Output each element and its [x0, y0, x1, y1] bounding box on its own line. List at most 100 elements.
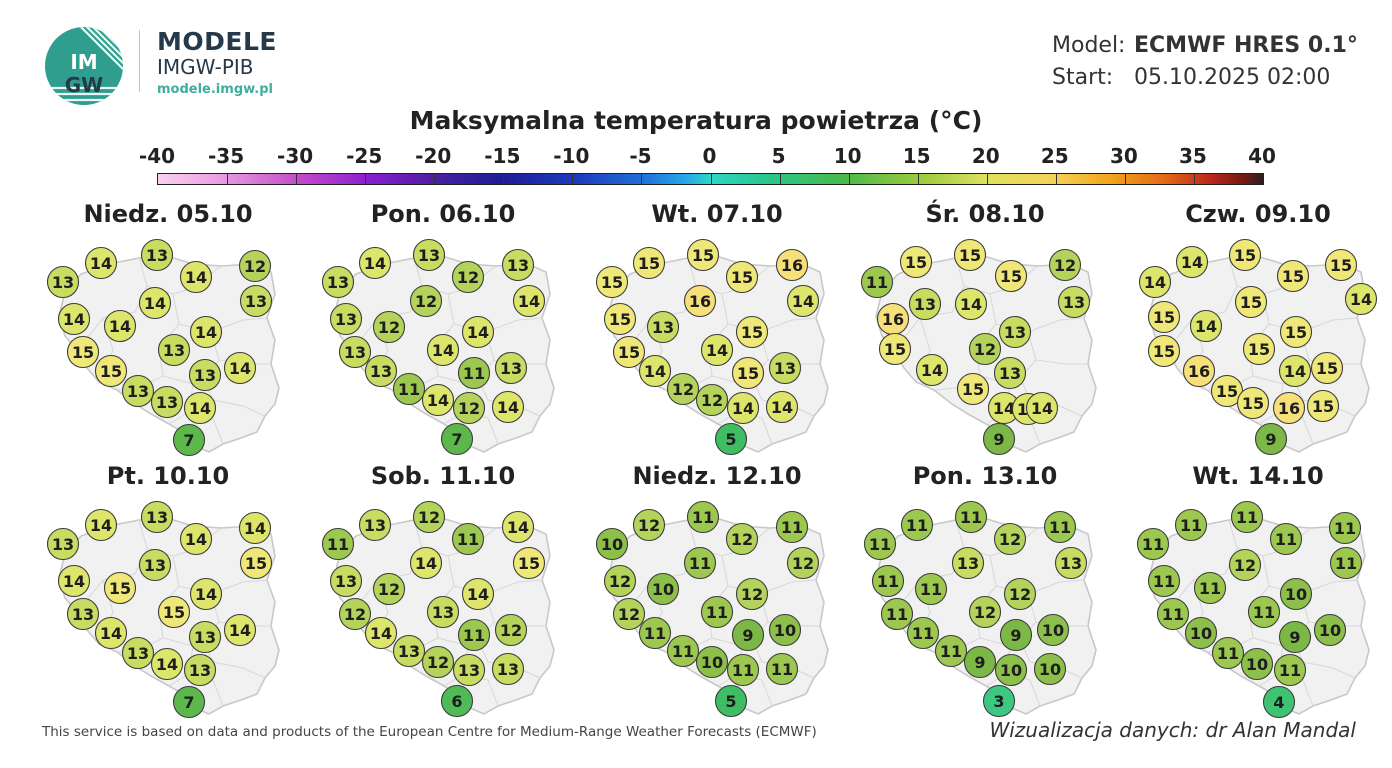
temperature-value: 12	[458, 399, 480, 418]
temperature-circle	[666, 372, 700, 406]
temperature-value: 14	[100, 624, 122, 643]
colorbar-tick	[848, 174, 850, 184]
temperature-value: 14	[792, 292, 814, 311]
temperature-value: 11	[1162, 605, 1184, 624]
temperature-value: 16	[781, 256, 803, 275]
temperature-value: 12	[974, 603, 996, 622]
temperature-circle	[412, 500, 446, 534]
colorbar-tick	[1124, 174, 1126, 184]
temperature-circle	[364, 616, 398, 650]
colorbar-tick-label: 35	[1179, 144, 1207, 168]
temperature-value: 14	[415, 554, 437, 573]
temperature-value: 15	[518, 554, 540, 573]
temperature-circle	[501, 510, 535, 544]
temperature-value: 11	[457, 530, 479, 549]
temperature-marker: 12	[603, 564, 637, 598]
temperature-marker: 11	[1043, 510, 1077, 544]
province-border	[1035, 359, 1088, 365]
temperature-circle	[775, 248, 809, 282]
temperature-value: 11	[1275, 530, 1297, 549]
temperature-value: 11	[1335, 554, 1357, 573]
temperature-circle	[188, 358, 222, 392]
temperature-circle	[1254, 422, 1288, 456]
temperature-value: 4	[1273, 693, 1284, 712]
forecast-panel: Niedz. 05.10 14 13 13 14 12 14 13 14 14 14 15 13 15 13…	[43, 200, 293, 460]
temperature-marker: 15	[239, 546, 273, 580]
temperature-circle	[1054, 546, 1088, 580]
temperature-value: 14	[229, 621, 251, 640]
temperature-circle	[512, 546, 546, 580]
temperature-circle	[66, 597, 100, 631]
temperature-value: 11	[732, 661, 754, 680]
temperature-value: 15	[1153, 342, 1175, 361]
temperature-marker: 11	[934, 634, 968, 668]
temperature-value: 15	[638, 254, 660, 273]
temperature-marker: 11	[1136, 527, 1170, 561]
temperature-marker: 14	[57, 564, 91, 598]
temperature-value: 10	[1246, 655, 1268, 674]
temperature-marker: 14	[1344, 282, 1378, 316]
temperature-value: 15	[1312, 397, 1334, 416]
temperature-circle	[172, 423, 206, 457]
temperature-marker: 14	[150, 647, 184, 681]
temperature-circle	[1240, 647, 1274, 681]
temperature-circle	[1211, 636, 1245, 670]
colorbar-tick-label: -20	[415, 144, 452, 168]
temperature-marker: 13	[66, 597, 100, 631]
temperature-circle	[138, 548, 172, 582]
panel-date: Niedz. 12.10	[632, 462, 802, 490]
temperature-value: 13	[507, 256, 529, 275]
temperature-value: 14	[195, 585, 217, 604]
temperature-circle	[714, 422, 748, 456]
temperature-marker: 7	[440, 422, 474, 456]
temperature-marker: 12	[372, 310, 406, 344]
temperature-marker: 16	[1272, 391, 1306, 425]
temperature-circle	[632, 246, 666, 280]
temperature-marker: 12	[238, 249, 272, 283]
temperature-marker: 9	[982, 422, 1016, 456]
colorbar-tick-label: 0	[702, 144, 717, 168]
brand-url-link[interactable]: modele.imgw.pl	[157, 82, 273, 97]
temperature-value: 11	[1253, 603, 1275, 622]
temperature-value: 13	[327, 273, 349, 292]
temperature-marker: 16	[876, 302, 910, 336]
temperature-marker: 10	[994, 653, 1028, 687]
temperature-marker: 14	[84, 508, 118, 542]
temperature-value: 11	[1153, 572, 1175, 591]
temperature-marker: 11	[1174, 508, 1208, 542]
colorbar-tick-label: 20	[971, 144, 1000, 168]
temperature-marker: 14	[1189, 309, 1223, 343]
poland-map: 11 11 11 11 11 12 11 11 11 10 11 11 10 9 10 11 10 11 4	[1136, 500, 1370, 719]
panel-date: Czw. 09.10	[1185, 200, 1331, 228]
temperature-circle	[646, 310, 680, 344]
temperature-marker: 13	[392, 634, 426, 668]
temperature-marker: 11	[1193, 571, 1227, 605]
temperature-value: 14	[993, 399, 1015, 418]
temperature-marker: 12	[1048, 248, 1082, 282]
temperature-marker: 7	[172, 423, 206, 457]
temperature-marker: 12	[338, 597, 372, 631]
temperature-circle	[953, 238, 987, 272]
temperature-circle	[409, 284, 443, 318]
temperature-marker: 16	[775, 248, 809, 282]
temperature-marker: 14	[189, 577, 223, 611]
temperature-value: 12	[618, 605, 640, 624]
temperature-marker: 12	[666, 372, 700, 406]
temperature-circle	[714, 684, 748, 718]
temperature-circle	[1156, 597, 1190, 631]
temperature-value: 14	[90, 516, 112, 535]
temperature-marker: 10	[768, 613, 802, 647]
temperature-value: 11	[960, 508, 982, 527]
temperature-value: 15	[1240, 293, 1262, 312]
logo-divider	[139, 30, 140, 92]
temperature-value: 10	[601, 535, 623, 554]
temperature-value: 14	[63, 572, 85, 591]
temperature-marker: 14	[179, 260, 213, 294]
temperature-circle	[358, 508, 392, 542]
temperature-value: 14	[518, 292, 540, 311]
model-info: Model: ECMWF HRES 0.1°	[1052, 33, 1358, 58]
temperature-circle	[993, 356, 1027, 390]
temperature-circle	[440, 684, 474, 718]
